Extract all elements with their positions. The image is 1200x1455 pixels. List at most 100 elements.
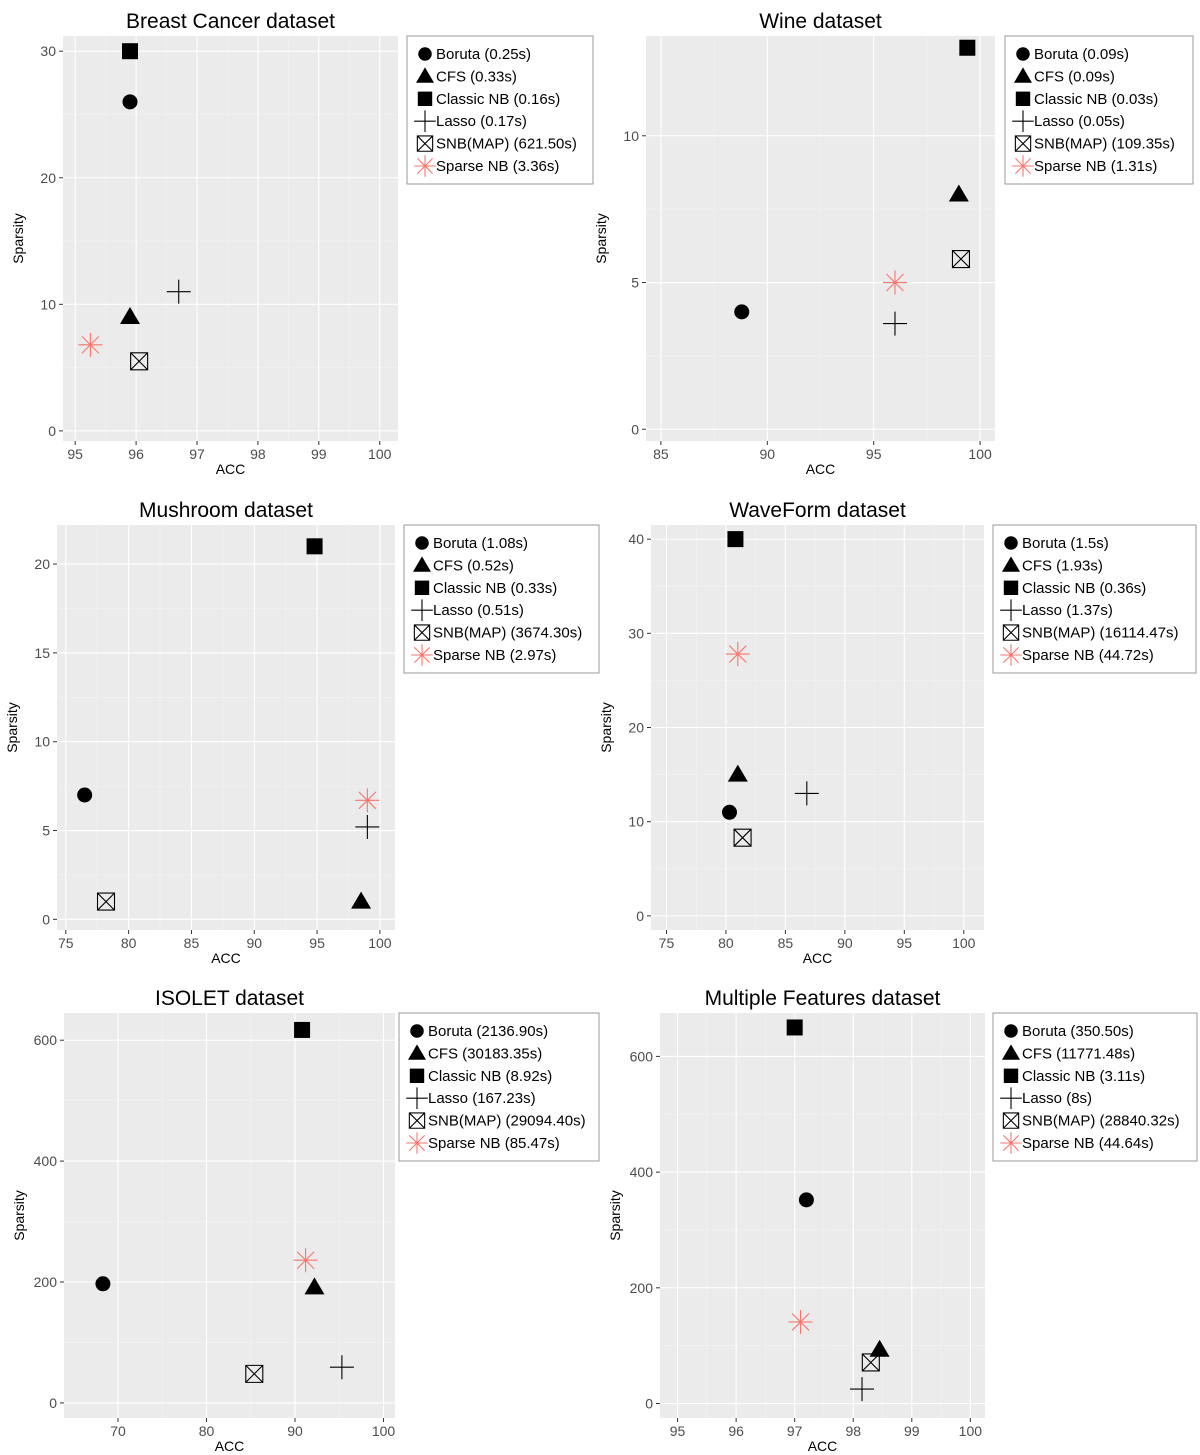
x-tick-label: 99 <box>904 1423 920 1439</box>
legend-label: Boruta (0.25s) <box>436 46 531 63</box>
y-tick-label: 5 <box>631 275 639 291</box>
legend-key-boxx <box>416 135 434 152</box>
legend-key-asterisk <box>1000 644 1022 666</box>
x-tick-label: 95 <box>866 446 882 462</box>
x-tick-label: 95 <box>897 935 913 951</box>
data-point-triangle <box>948 184 969 202</box>
legend-key-boxx <box>1014 135 1032 152</box>
x-tick-label: 90 <box>246 935 262 951</box>
legend-key-square <box>417 91 433 106</box>
data-point-asterisk <box>78 332 103 357</box>
data-point-square <box>306 538 323 555</box>
x-axis-label: ACC <box>808 1438 838 1454</box>
y-tick-label: 0 <box>49 1395 57 1411</box>
legend-key-plus <box>414 110 436 132</box>
legend-label: SNB(MAP) (28840.32s) <box>1022 1113 1180 1130</box>
x-tick-label: 96 <box>128 446 144 462</box>
y-tick-label: 0 <box>631 421 639 437</box>
data-point-boxx <box>96 892 116 911</box>
legend-key-plus <box>1000 1087 1022 1109</box>
legend-label: SNB(MAP) (109.35s) <box>1034 136 1175 153</box>
chart-panel-5: 70 80 90 100 0 200 400 600 ISOLET dataset ACC Spar… <box>11 987 600 1454</box>
plot-panel <box>64 1013 395 1418</box>
data-point-boxx <box>951 249 971 269</box>
data-point-square <box>727 531 744 548</box>
legend-key-circle <box>1004 1024 1018 1038</box>
data-point-plus <box>355 814 380 839</box>
data-point-circle <box>798 1192 814 1208</box>
y-tick-label: 0 <box>645 1396 653 1412</box>
y-tick-label: 400 <box>34 1153 58 1169</box>
x-tick-label: 90 <box>837 935 853 951</box>
legend: Boruta (0.25s) CFS (0.33s) Classic NB (0.1… <box>406 35 594 185</box>
chart-panel-1: 95 96 97 98 99 100 0 10 20 30 Breast Cancer datase… <box>10 10 594 477</box>
y-axis-label: Sparsity <box>11 1190 27 1241</box>
chart-title: Multiple Features dataset <box>705 987 941 1010</box>
y-axis-label: Sparsity <box>593 213 609 264</box>
legend-label: CFS (0.52s) <box>433 557 514 574</box>
x-tick-label: 97 <box>787 1423 803 1439</box>
data-point-triangle <box>120 306 140 324</box>
x-tick-label: 75 <box>659 935 675 951</box>
legend-label: Lasso (0.05s) <box>1034 113 1125 130</box>
chart-title: Breast Cancer dataset <box>126 10 335 33</box>
y-tick-label: 15 <box>34 645 50 661</box>
y-tick-label: 0 <box>42 911 50 927</box>
x-tick-label: 70 <box>110 1423 126 1439</box>
legend: Boruta (0.09s) CFS (0.09s) Classic NB (0.0… <box>1004 35 1194 185</box>
data-point-square <box>786 1019 803 1036</box>
y-tick-label: 20 <box>34 556 50 572</box>
chart-title: WaveForm dataset <box>729 499 906 522</box>
legend-label: Boruta (350.50s) <box>1022 1023 1134 1040</box>
legend-label: Classic NB (0.16s) <box>436 91 560 108</box>
legend-box <box>992 1012 1198 1162</box>
data-point-triangle <box>351 891 372 909</box>
y-tick-label: 40 <box>628 531 644 547</box>
legend-box <box>403 524 600 674</box>
legend-key-square <box>1015 91 1031 106</box>
data-point-plus <box>794 781 819 806</box>
data-point-circle <box>122 94 138 110</box>
legend-label: Lasso (0.17s) <box>436 113 527 130</box>
x-tick-label: 95 <box>67 446 83 462</box>
data-point-plus <box>166 279 191 304</box>
legend-label: CFS (11771.48s) <box>1022 1045 1135 1062</box>
legend-key-boxx <box>408 1112 426 1129</box>
x-tick-label: 75 <box>58 935 74 951</box>
legend-key-asterisk <box>406 1132 428 1154</box>
legend-key-square <box>414 580 430 595</box>
data-point-circle <box>95 1276 111 1292</box>
legend-key-asterisk <box>414 155 436 177</box>
chart-panel-3: 75 80 85 90 95 100 0 5 10 15 20 Mushroom dataset ACC… <box>4 499 600 966</box>
data-point-triangle <box>869 1339 890 1357</box>
legend-key-circle <box>1004 536 1018 550</box>
data-point-asterisk <box>725 642 750 667</box>
legend-label: SNB(MAP) (621.50s) <box>436 136 577 153</box>
legend-label: Boruta (1.5s) <box>1022 535 1109 552</box>
data-point-square <box>122 43 138 60</box>
x-tick-label: 100 <box>368 935 392 951</box>
legend-key-asterisk <box>1012 155 1034 177</box>
y-tick-label: 10 <box>628 814 644 830</box>
x-tick-label: 80 <box>121 935 137 951</box>
legend-key-triangle <box>1002 556 1020 572</box>
data-point-boxx <box>245 1364 264 1383</box>
x-tick-label: 98 <box>250 446 266 462</box>
data-point-plus <box>329 1355 354 1380</box>
data-point-plus <box>882 311 907 336</box>
chart-title: Mushroom dataset <box>139 499 313 522</box>
legend-label: Sparse NB (1.31s) <box>1034 158 1157 175</box>
y-tick-label: 20 <box>628 720 644 736</box>
legend-label: Classic NB (0.33s) <box>433 580 557 597</box>
data-point-triangle <box>727 764 748 782</box>
legend-key-plus <box>1012 110 1034 132</box>
chart-panel-4: 75 80 85 90 95 100 0 10 20 30 40 WaveForm dataset AC… <box>598 499 1197 966</box>
legend-key-square <box>1003 1068 1019 1083</box>
legend: Boruta (350.50s) CFS (11771.48s) Classic N… <box>992 1012 1198 1162</box>
y-tick-label: 10 <box>34 734 50 750</box>
legend-key-boxx <box>1002 1112 1020 1129</box>
legend-label: CFS (0.33s) <box>436 68 517 85</box>
plot-panel <box>660 1013 985 1418</box>
legend-box <box>398 1012 600 1162</box>
